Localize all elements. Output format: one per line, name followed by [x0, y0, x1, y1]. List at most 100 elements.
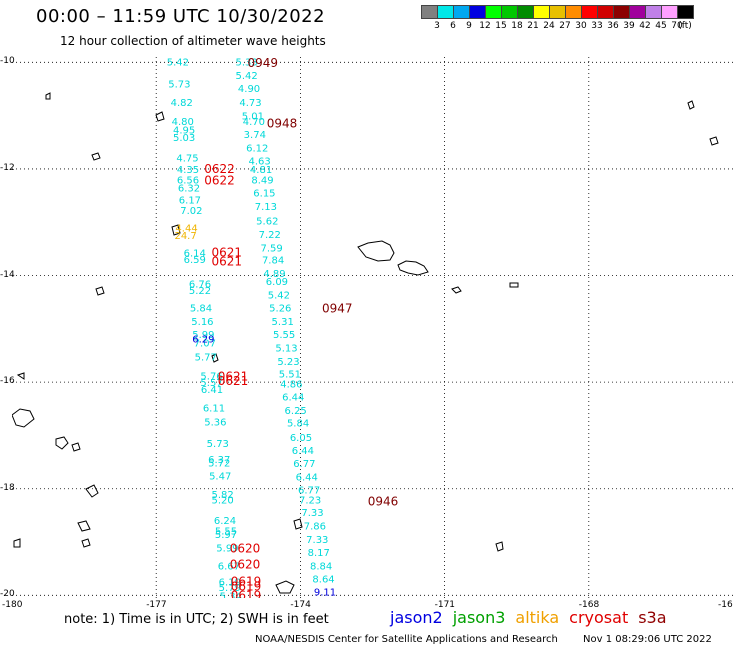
longitude-label: -174: [290, 600, 311, 610]
wave-height-value: 7.22: [259, 230, 281, 241]
wave-height-value: 7.23: [299, 495, 321, 506]
wave-height-value: 8.84: [310, 561, 332, 572]
pass-time-label: 0619: [231, 580, 262, 594]
jason2-track: 6.29 9.11: [192, 334, 336, 598]
wave-height-value: 5.84: [190, 304, 212, 315]
island-samoa-savaii: [357, 240, 395, 262]
page-subtitle: 12 hour collection of altimeter wave hei…: [60, 34, 326, 48]
island-lau-2: [71, 442, 81, 452]
color-scale-label: 6: [450, 21, 456, 31]
s3a-pass-times: 0949 0948 0947 0946: [248, 57, 399, 508]
wave-height-value: 4.63: [248, 156, 270, 167]
longitude-label: -16: [718, 600, 733, 610]
color-scale-label: 30: [575, 21, 587, 31]
wave-height-value: 5.03: [173, 133, 195, 144]
pass-time-label: 0622: [204, 162, 235, 176]
latitude-label: -10: [0, 56, 15, 67]
wave-height-value: 4.44: [175, 224, 197, 235]
island-north-3: [155, 111, 165, 122]
pass-time-label: 0946: [368, 494, 399, 508]
wave-height-value: 4.95: [173, 125, 195, 136]
legend-item-s3a: s3a: [638, 608, 667, 627]
color-swatch: [565, 5, 582, 19]
latitude-label: -18: [0, 482, 15, 493]
color-scale-label: 27: [559, 21, 571, 31]
island-niuafo-ou: [211, 353, 219, 363]
color-swatch: [677, 5, 694, 19]
wave-height-value: 6.59: [184, 255, 206, 266]
color-swatch: [661, 5, 678, 19]
island-lau-4: [77, 520, 91, 532]
wave-height-value: 5.57: [200, 378, 222, 389]
credit-text: NOAA/NESDIS Center for Satellite Applica…: [255, 634, 558, 645]
wave-height-value: 5.26: [269, 304, 291, 315]
color-swatch: [453, 5, 470, 19]
wave-height-value: 6.44: [296, 472, 318, 483]
wave-height-value: 5.47: [209, 471, 231, 482]
color-scale-label: 42: [639, 21, 651, 31]
wave-height-value: 5.97: [215, 530, 237, 541]
color-scale-label: 9: [466, 21, 472, 31]
color-scale-label: 12: [479, 21, 491, 31]
latitude-label: -20: [0, 589, 15, 600]
color-scale-label: 39: [623, 21, 635, 31]
wave-height-value: 7.33: [306, 535, 328, 546]
pass-time-label: 0619: [231, 574, 262, 588]
island-east-2: [709, 136, 719, 146]
footnote: note: 1) Time is in UTC; 2) SWH is in fe…: [64, 612, 329, 627]
island-wallis: [95, 286, 105, 296]
map-canvas: 5.42 5.73 4.82 4.804.955.03 4.754.356.566.32…: [12, 57, 733, 598]
wave-height-value: 6.24: [214, 516, 236, 527]
pass-time-label: 0621: [211, 255, 242, 269]
wave-height-value: 5.73: [168, 80, 190, 91]
wave-height-value: 5.01: [242, 112, 264, 123]
pass-time-label: 0621: [218, 370, 249, 384]
wave-height-value: 6.32: [178, 184, 200, 195]
wave-height-value: 4.73: [239, 98, 261, 109]
jason3-track-east: 5.33 5.42 4.90 4.73 5.014.70 3.74 6.124.634.81…: [236, 57, 335, 585]
island-east-3: [509, 282, 519, 288]
wave-height-value: 6.76: [189, 280, 211, 291]
color-swatch: [629, 5, 646, 19]
wave-height-value: 7.07: [194, 339, 216, 350]
longitude-label: -168: [578, 600, 600, 610]
wave-height-value: 4.35: [177, 165, 199, 176]
wave-height-value: 6.14: [184, 249, 206, 260]
island-lau-1: [55, 436, 69, 450]
wave-height-value: 3.74: [244, 130, 266, 141]
pass-time-label: 0949: [248, 57, 279, 70]
wave-height-value: 9.11: [314, 588, 336, 598]
color-scale-label: 3: [434, 21, 440, 31]
wave-height-map: 5.42 5.73 4.82 4.80 4.95 5.03 4.75 4.35 6.56 6.32…: [12, 57, 733, 598]
wave-height-value: 4.81: [250, 165, 272, 176]
pass-time-label: 0620: [230, 557, 261, 571]
pass-time-label: 0620: [230, 541, 261, 555]
color-swatch: [581, 5, 598, 19]
wave-height-value: 5.62: [256, 217, 278, 228]
latitude-label: -16: [0, 376, 15, 387]
wave-height-value: 6.05: [290, 433, 312, 444]
latitude-label: -14: [0, 269, 15, 280]
color-scale-label: 70: [671, 21, 683, 31]
wave-height-value: 5.20: [211, 495, 233, 506]
wave-height-value: 5.42: [167, 57, 189, 68]
wave-height-value: 5.42: [268, 291, 290, 302]
wave-height-value: 6.67: [218, 561, 240, 572]
wave-height-value: 5.22: [189, 286, 211, 297]
wave-height-value: 5.51: [279, 370, 301, 381]
latitude-label: -12: [0, 162, 15, 173]
color-swatch: [549, 5, 566, 19]
satellite-legend: jason2 jason3 altika cryosat s3a: [390, 608, 677, 627]
color-swatch: [517, 5, 534, 19]
pass-time-label: 0947: [322, 302, 353, 316]
wave-height-value: 4.70: [243, 117, 265, 128]
island-ha-apai: [293, 518, 303, 530]
coastlines: [12, 92, 719, 594]
longitude-label: -171: [434, 600, 456, 610]
island-tutuila: [451, 286, 462, 294]
wave-height-value: 5.42: [236, 71, 258, 82]
island-lau-6: [13, 538, 21, 548]
color-swatch: [421, 5, 438, 19]
color-swatch: [597, 5, 614, 19]
wave-height-value: 5.16: [191, 317, 213, 328]
